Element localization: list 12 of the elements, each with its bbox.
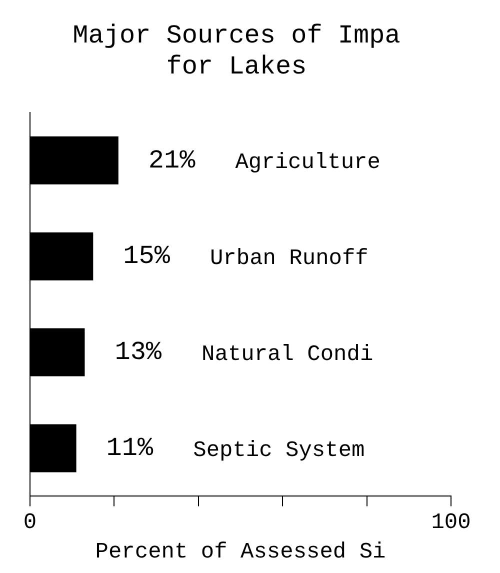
data-label: 11% bbox=[106, 433, 154, 464]
x-tick-label: 0 bbox=[23, 510, 37, 536]
y-tick-label: Urban Runoff bbox=[210, 246, 368, 272]
y-tick-label: Septic System bbox=[193, 438, 365, 464]
y-tick-label: Natural Condi bbox=[202, 342, 374, 368]
data-label: 21% bbox=[148, 145, 196, 176]
x-tick-label: 100 bbox=[431, 510, 471, 536]
data-label: 13% bbox=[114, 337, 162, 368]
y-tick-label: Agriculture bbox=[235, 150, 380, 176]
x-axis-title: Percent of Assessed Si bbox=[95, 540, 386, 565]
data-label: 15% bbox=[123, 241, 170, 272]
chart-title: Major Sources of Impa for Lakes bbox=[72, 20, 400, 82]
